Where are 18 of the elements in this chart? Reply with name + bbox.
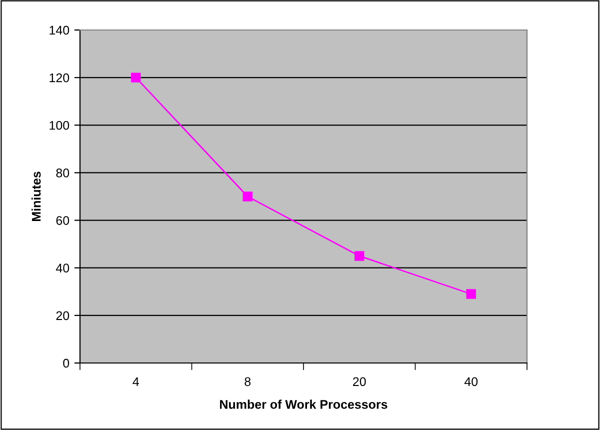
x-tick-label: 8	[244, 377, 251, 386]
point	[131, 72, 141, 82]
x-tick-label: 4	[132, 377, 139, 386]
point	[466, 289, 476, 299]
y-tick-label: 60	[56, 216, 70, 225]
x-tick-label: 20	[353, 377, 366, 386]
y-tick-label: 140	[50, 26, 70, 35]
y-tick-label: 80	[56, 168, 70, 178]
y-tick-label: 100	[50, 120, 70, 130]
x-tick-label: 40	[464, 377, 478, 386]
point	[354, 251, 364, 261]
y-axis-title: Miniutes	[32, 172, 41, 222]
y-tick-label: 0	[63, 358, 70, 368]
point	[242, 192, 252, 202]
y-tick-label: 120	[50, 73, 70, 82]
y-tick-label: 40	[56, 264, 70, 273]
x-axis-title: Number of Work Processors	[220, 400, 388, 409]
y-tick-label: 20	[56, 311, 70, 320]
